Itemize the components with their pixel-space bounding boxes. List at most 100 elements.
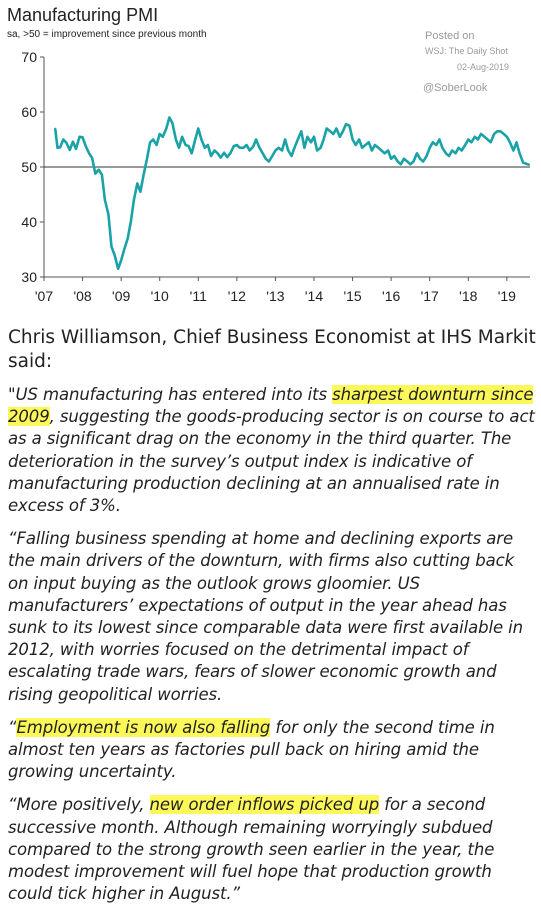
- data-point: [412, 160, 415, 163]
- data-point: [190, 152, 193, 155]
- x-tick-label: '17: [421, 288, 439, 304]
- x-tick-label: '18: [459, 288, 477, 304]
- x-tick-label: '07: [35, 288, 53, 304]
- data-point: [416, 152, 418, 155]
- data-point: [129, 221, 132, 223]
- data-point: [120, 259, 123, 262]
- highlight-new-orders: new order inflows picked up: [149, 795, 380, 815]
- series-line-pmi: [53, 116, 530, 271]
- data-point: [467, 138, 470, 141]
- data-point: [175, 138, 177, 141]
- x-tick-label: '15: [343, 288, 361, 304]
- data-point: [258, 146, 261, 149]
- data-point: [161, 135, 164, 138]
- data-point: [126, 237, 129, 240]
- quote-3-text-a: “: [8, 717, 17, 737]
- data-point: [393, 155, 396, 157]
- data-point: [470, 141, 473, 144]
- x-axis: '07 '08 '09 '10 '11 '12 '13 '14 '15 '16 '17 '18 '19: [35, 277, 516, 304]
- data-point: [477, 138, 479, 141]
- data-point: [374, 144, 376, 146]
- speaker-attribution: Chris Williamson, Chief Business Economi…: [8, 326, 536, 374]
- data-point: [245, 144, 248, 146]
- data-point: [267, 160, 270, 163]
- data-point: [300, 130, 303, 133]
- data-point: [345, 123, 347, 125]
- data-point: [451, 149, 453, 152]
- data-point: [110, 245, 113, 248]
- data-point: [239, 146, 241, 149]
- x-tick-label: '16: [382, 288, 400, 304]
- data-point: [274, 149, 277, 152]
- data-point: [242, 146, 245, 149]
- data-point: [142, 174, 145, 177]
- data-point: [293, 146, 296, 149]
- data-point: [235, 144, 238, 146]
- data-point: [406, 160, 409, 163]
- y-tick-label: 60: [21, 104, 37, 120]
- data-point: [325, 127, 328, 130]
- data-point: [210, 155, 212, 157]
- data-point: [219, 156, 222, 159]
- data-point: [171, 122, 174, 124]
- data-point: [496, 130, 499, 133]
- article-text: Chris Williamson, Chief Business Economi…: [8, 326, 536, 916]
- data-point: [445, 152, 447, 155]
- data-point: [377, 146, 380, 149]
- data-point: [361, 146, 364, 149]
- data-point: [277, 146, 280, 149]
- data-point: [322, 138, 325, 141]
- data-point: [207, 144, 209, 146]
- data-point: [370, 149, 373, 152]
- data-point: [367, 141, 370, 144]
- data-point: [59, 146, 62, 149]
- chart-title: Manufacturing PMI: [7, 5, 158, 25]
- data-point: [165, 127, 168, 130]
- data-point: [123, 248, 126, 251]
- data-point: [226, 156, 229, 159]
- data-point: [68, 149, 71, 151]
- data-point: [132, 199, 135, 201]
- data-point: [354, 144, 357, 146]
- data-point: [396, 160, 399, 163]
- data-point: [117, 267, 119, 270]
- data-point: [438, 138, 441, 141]
- data-point: [435, 144, 438, 146]
- data-point: [358, 138, 361, 141]
- data-point: [383, 152, 386, 155]
- quote-3-text-b: for only the second time in almost ten y…: [8, 717, 495, 782]
- data-point: [473, 135, 476, 138]
- speaker-line-1: Chris Williamson, Chief Business Economi…: [8, 327, 536, 348]
- data-point: [399, 163, 402, 166]
- data-point: [158, 133, 161, 135]
- data-point: [489, 141, 492, 144]
- data-point: [502, 133, 505, 135]
- data-point: [281, 149, 283, 152]
- y-tick-label: 30: [21, 269, 37, 285]
- data-point: [78, 135, 81, 138]
- data-point: [419, 157, 421, 160]
- data-point: [65, 141, 68, 144]
- data-point: [348, 124, 351, 127]
- data-point: [335, 127, 338, 130]
- data-point: [213, 149, 216, 152]
- data-point: [329, 130, 332, 133]
- data-point: [264, 157, 267, 160]
- y-tick-label: 40: [21, 214, 37, 230]
- data-point: [152, 138, 155, 141]
- x-tick-label: '13: [266, 288, 284, 304]
- data-point: [441, 146, 444, 149]
- highlight-employment-falling: Employment is now also falling: [16, 717, 271, 737]
- data-point: [255, 138, 258, 141]
- data-point: [72, 140, 74, 143]
- credit-source: WSJ: The Daily Shot: [425, 46, 508, 56]
- quote-paragraph-3: “Employment is now also falling for only…: [8, 717, 536, 784]
- data-point: [223, 151, 226, 154]
- x-tick-label: '12: [228, 288, 246, 304]
- y-tick-label: 50: [21, 159, 37, 175]
- data-point: [181, 135, 183, 138]
- data-point: [428, 146, 431, 149]
- data-point: [351, 138, 354, 141]
- data-point: [104, 199, 106, 201]
- data-point: [248, 149, 251, 152]
